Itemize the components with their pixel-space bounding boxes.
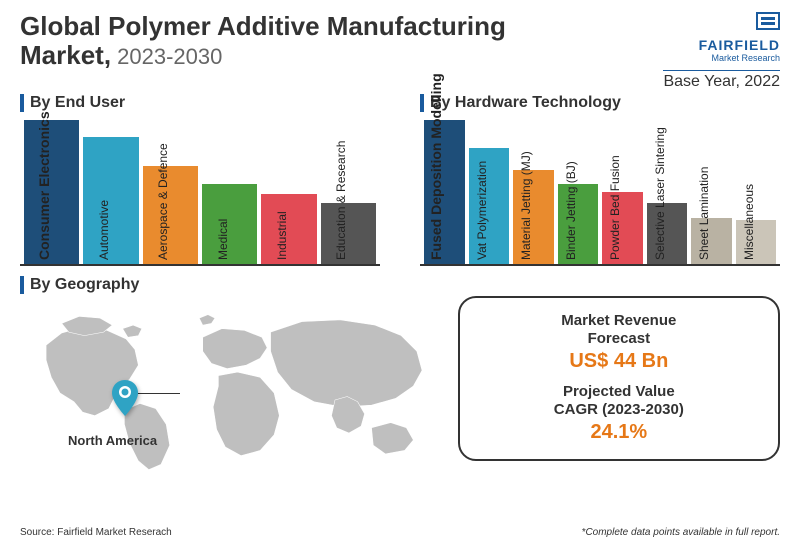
section-title-end-user: By End User — [20, 94, 380, 112]
bar-label: Education & Research — [334, 140, 348, 259]
bar-label: Binder Jetting (BJ) — [564, 161, 578, 260]
bar-label: Aerospace & Defence — [156, 143, 170, 260]
page-title: Global Polymer Additive Manufacturing Ma… — [20, 12, 640, 70]
base-year-label: Base Year, 2022 — [663, 70, 780, 91]
chart-geography: By Geography — [20, 276, 438, 488]
chart-bar: Industrial — [261, 116, 316, 264]
bar-label: Vat Polymerization — [475, 160, 489, 259]
bar-label: Automotive — [97, 200, 111, 260]
cagr-label-1: Projected Value — [470, 383, 768, 401]
chart-area-hardware: Fused Deposition Modelling Vat Polymeriza… — [420, 116, 780, 266]
bar-label: Medical — [216, 218, 230, 259]
map-pin-icon — [112, 380, 138, 421]
chart-bar: Miscellaneous — [736, 116, 777, 264]
bar-label: Industrial — [275, 211, 289, 260]
logo-name: FAIRFIELD — [640, 37, 780, 53]
bar-label: Fused Deposition Modelling — [428, 73, 444, 260]
revenue-label-1: Market Revenue — [470, 312, 768, 330]
logo-mark-icon — [756, 12, 780, 30]
bar-label: Powder Bed Fusion — [608, 155, 622, 260]
section-title-geography: By Geography — [20, 276, 438, 294]
revenue-label-2: Forecast — [470, 330, 768, 348]
chart-bar: Medical — [202, 116, 257, 264]
bar-label: Material Jetting (MJ) — [519, 151, 533, 260]
chart-bar: Aerospace & Defence — [143, 116, 198, 264]
chart-bar: Consumer Electronics — [24, 116, 79, 264]
bar-rect — [321, 203, 376, 263]
chart-bar: Sheet Lamination — [691, 116, 732, 264]
section-title-hardware: By Hardware Technology — [420, 94, 780, 112]
forecast-callout: Market Revenue Forecast US$ 44 Bn Projec… — [458, 296, 780, 461]
bar-label: Sheet Lamination — [697, 166, 711, 259]
cagr-label-2: CAGR (2023-2030) — [470, 401, 768, 419]
chart-bar: Powder Bed Fusion — [602, 116, 643, 264]
source-label: Source: Fairfield Market Reserach — [20, 527, 172, 538]
chart-bar: Education & Research — [321, 116, 376, 264]
chart-bar: Automotive — [83, 116, 138, 264]
chart-bar: Material Jetting (MJ) — [513, 116, 554, 264]
footnote-label: *Complete data points available in full … — [582, 527, 780, 538]
chart-hardware: By Hardware Technology Fused Deposition … — [420, 94, 780, 266]
bar-rect — [143, 166, 198, 264]
bar-label: Miscellaneous — [742, 184, 756, 260]
chart-end-user: By End User Consumer Electronics Automoti… — [20, 94, 380, 266]
map-pin-label: North America — [68, 433, 157, 448]
brand-logo: FAIRFIELD Market Research — [640, 12, 780, 70]
logo-tagline: Market Research — [640, 53, 780, 63]
world-map: North America — [20, 298, 438, 488]
chart-bar: Vat Polymerization — [469, 116, 510, 264]
world-map-svg — [20, 298, 438, 488]
title-line-2-light: 2023-2030 — [111, 44, 222, 69]
chart-area-end-user: Consumer Electronics Automotive Aerospace … — [20, 116, 380, 266]
chart-bar: Binder Jetting (BJ) — [558, 116, 599, 264]
bar-label: Selective Laser Sintering — [653, 127, 667, 260]
bar-label: Consumer Electronics — [36, 111, 52, 260]
title-line-1: Global Polymer Additive Manufacturing — [20, 12, 640, 41]
revenue-value: US$ 44 Bn — [470, 350, 768, 373]
chart-bar: Selective Laser Sintering — [647, 116, 688, 264]
chart-bar: Fused Deposition Modelling — [424, 116, 465, 264]
cagr-value: 24.1% — [470, 421, 768, 444]
title-line-2-bold: Market, — [20, 40, 111, 70]
